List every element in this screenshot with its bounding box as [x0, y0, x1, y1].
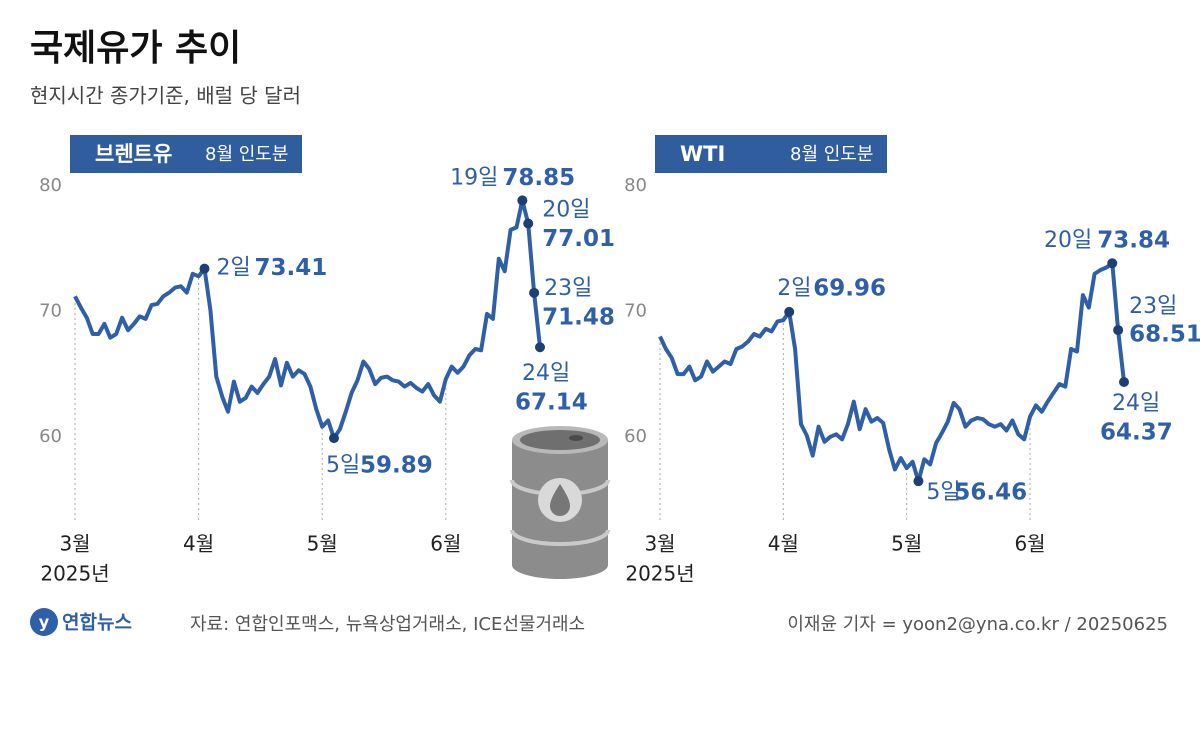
- annotation-value: 78.85: [502, 165, 575, 191]
- annotation-day: 2일: [216, 256, 250, 281]
- source: 자료: 연합인포맥스, 뉴욕상업거래소, ICE선물거래소: [190, 614, 585, 635]
- annotation-value: 59.89: [360, 453, 433, 479]
- annotation-day: 24일: [1112, 391, 1160, 416]
- annotation-dot: [535, 342, 545, 353]
- annotation-day: 5일: [926, 480, 960, 505]
- oil-barrel: [510, 426, 610, 579]
- y-tick-label: 80: [39, 175, 62, 196]
- annotation-value: 71.48: [542, 304, 615, 330]
- year-label: 2025년: [625, 562, 694, 586]
- x-tick-label: 6월: [1014, 532, 1045, 556]
- chart-title: 브렌트유: [95, 142, 172, 166]
- x-tick-label: 4월: [768, 532, 799, 556]
- annotation-value: 69.96: [813, 275, 886, 301]
- annotation-value: 56.46: [954, 480, 1027, 506]
- subtitle: 현지시간 종가기준, 배럴 당 달러: [30, 84, 301, 108]
- y-tick-label: 60: [39, 426, 62, 447]
- price-line: [658, 261, 1126, 484]
- chart-header-box: [70, 135, 302, 173]
- annotation-value: 77.01: [542, 226, 615, 252]
- y-tick-label: 80: [624, 175, 647, 196]
- annotation-value: 73.84: [1097, 228, 1170, 254]
- x-tick-label: 3월: [644, 532, 675, 556]
- annotation-day: 20일: [542, 197, 590, 222]
- chart-header-box: [655, 135, 887, 173]
- logo: y 연합뉴스: [30, 608, 132, 636]
- year-label: 2025년: [40, 562, 109, 586]
- x-tick-label: 3월: [59, 532, 90, 556]
- annotation-value: 67.14: [515, 390, 588, 416]
- annotation-dot: [199, 263, 210, 274]
- annotation-day: 23일: [1129, 294, 1177, 319]
- annotation-dot: [1113, 325, 1124, 336]
- annotation-value: 73.41: [254, 255, 327, 281]
- x-tick-label: 5월: [891, 532, 922, 556]
- annotation-day: 5일: [326, 453, 360, 478]
- price-line: [73, 198, 542, 441]
- annotation-day: 24일: [522, 361, 570, 386]
- annotation-dot: [1119, 376, 1129, 387]
- credit: 이재윤 기자 = yoon2@yna.co.kr / 20250625: [787, 614, 1168, 635]
- logo-text: 연합뉴스: [62, 612, 132, 634]
- annotation-day: 20일: [1044, 228, 1092, 253]
- annotation-dot: [523, 218, 534, 229]
- annotation-dot: [913, 476, 924, 487]
- chart-title: WTI: [680, 142, 725, 166]
- annotation-dot: [517, 195, 528, 206]
- y-tick-label: 60: [624, 426, 647, 447]
- svg-text:y: y: [39, 613, 50, 632]
- chart-subtitle: 8월 인도분: [205, 144, 288, 165]
- annotation-day: 2일: [777, 276, 811, 301]
- x-tick-label: 4월: [183, 532, 214, 556]
- annotation-day: 23일: [544, 276, 592, 301]
- title: 국제유가 추이: [30, 28, 241, 69]
- annotation-value: 64.37: [1100, 419, 1173, 445]
- chart-subtitle: 8월 인도분: [790, 144, 873, 165]
- annotation-dot: [529, 287, 540, 298]
- annotation-dot: [784, 306, 795, 317]
- x-tick-label: 6월: [430, 532, 461, 556]
- annotation-value: 68.51: [1129, 322, 1200, 348]
- annotation-dot: [1107, 258, 1118, 269]
- x-tick-label: 5월: [307, 532, 338, 556]
- y-tick-label: 70: [39, 300, 62, 321]
- y-tick-label: 70: [624, 300, 647, 321]
- annotation-dot: [328, 433, 339, 444]
- annotation-day: 19일: [450, 165, 498, 190]
